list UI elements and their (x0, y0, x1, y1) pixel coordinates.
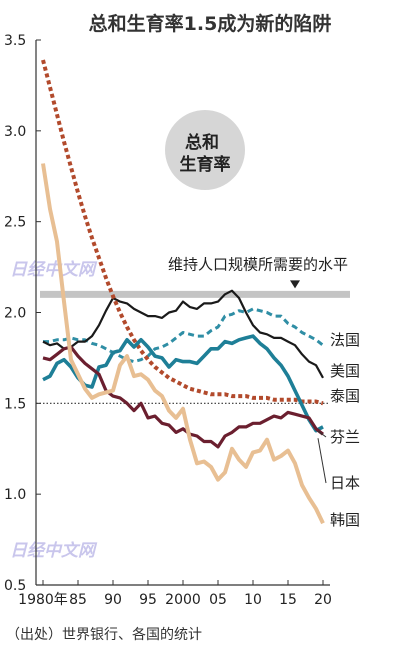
reference-lines: 维持人口规模所需要的水平 (36, 255, 350, 404)
series-line-3 (42, 334, 324, 433)
badge-line-1: 总和 (185, 132, 219, 153)
series-line-2 (41, 59, 324, 406)
series-label-3: 芬兰 (330, 428, 360, 446)
badge: 总和 生育率 (165, 110, 245, 190)
y-tick-label: 2.5 (4, 215, 26, 231)
chart-title: 总和生育率1.5成为新的陷阱 (89, 12, 332, 35)
series-label-5: 韩国 (330, 511, 360, 529)
y-tick-label: 3.0 (4, 124, 26, 140)
axes: 0.5 1.0 1.5 2.0 2.5 3.0 3.5 1980年 85 90 95 2000 05 10… (4, 33, 332, 608)
series-line-1 (42, 289, 324, 379)
series-label-0: 法国 (330, 331, 360, 349)
series-layer (41, 59, 325, 525)
replacement-level-label: 维持人口规模所需要的水平 (168, 255, 348, 273)
watermark-2: 日经中文网 (10, 541, 98, 561)
source-note: （出处）世界银行、各国的统计 (6, 627, 202, 643)
badge-text: 总和 生育率 (180, 132, 231, 175)
x-tick-label: 05 (209, 592, 227, 608)
series-line-4 (42, 345, 324, 449)
series-label-1: 美国 (330, 362, 360, 380)
x-tick-label: 10 (244, 592, 262, 608)
badge-line-2: 生育率 (180, 154, 231, 175)
x-tick-label: 95 (139, 592, 157, 608)
x-tick-label: 90 (104, 592, 122, 608)
series-line-5 (41, 163, 325, 525)
series-line-0 (43, 307, 324, 364)
series-label-2: 泰国 (330, 387, 360, 405)
x-tick-label: 15 (279, 592, 297, 608)
x-tick-label: 85 (69, 592, 87, 608)
leader-line-4 (317, 438, 327, 484)
y-tick-label: 1.0 (4, 487, 26, 503)
leader-line-3 (317, 430, 327, 438)
x-tick-label: 20 (314, 592, 332, 608)
x-tick-label: 2000 (165, 592, 201, 608)
series-label-4: 日本 (330, 474, 360, 492)
y-tick-label: 3.5 (4, 33, 26, 49)
y-tick-label: 0.5 (4, 578, 26, 594)
watermark-1: 日经中文网 (10, 260, 98, 280)
y-tick-label: 1.5 (4, 396, 26, 412)
down-arrow-icon (290, 280, 300, 289)
x-tick-label: 1980年 (18, 592, 68, 608)
y-tick-label: 2.0 (4, 306, 26, 322)
badge-circle (165, 110, 245, 190)
